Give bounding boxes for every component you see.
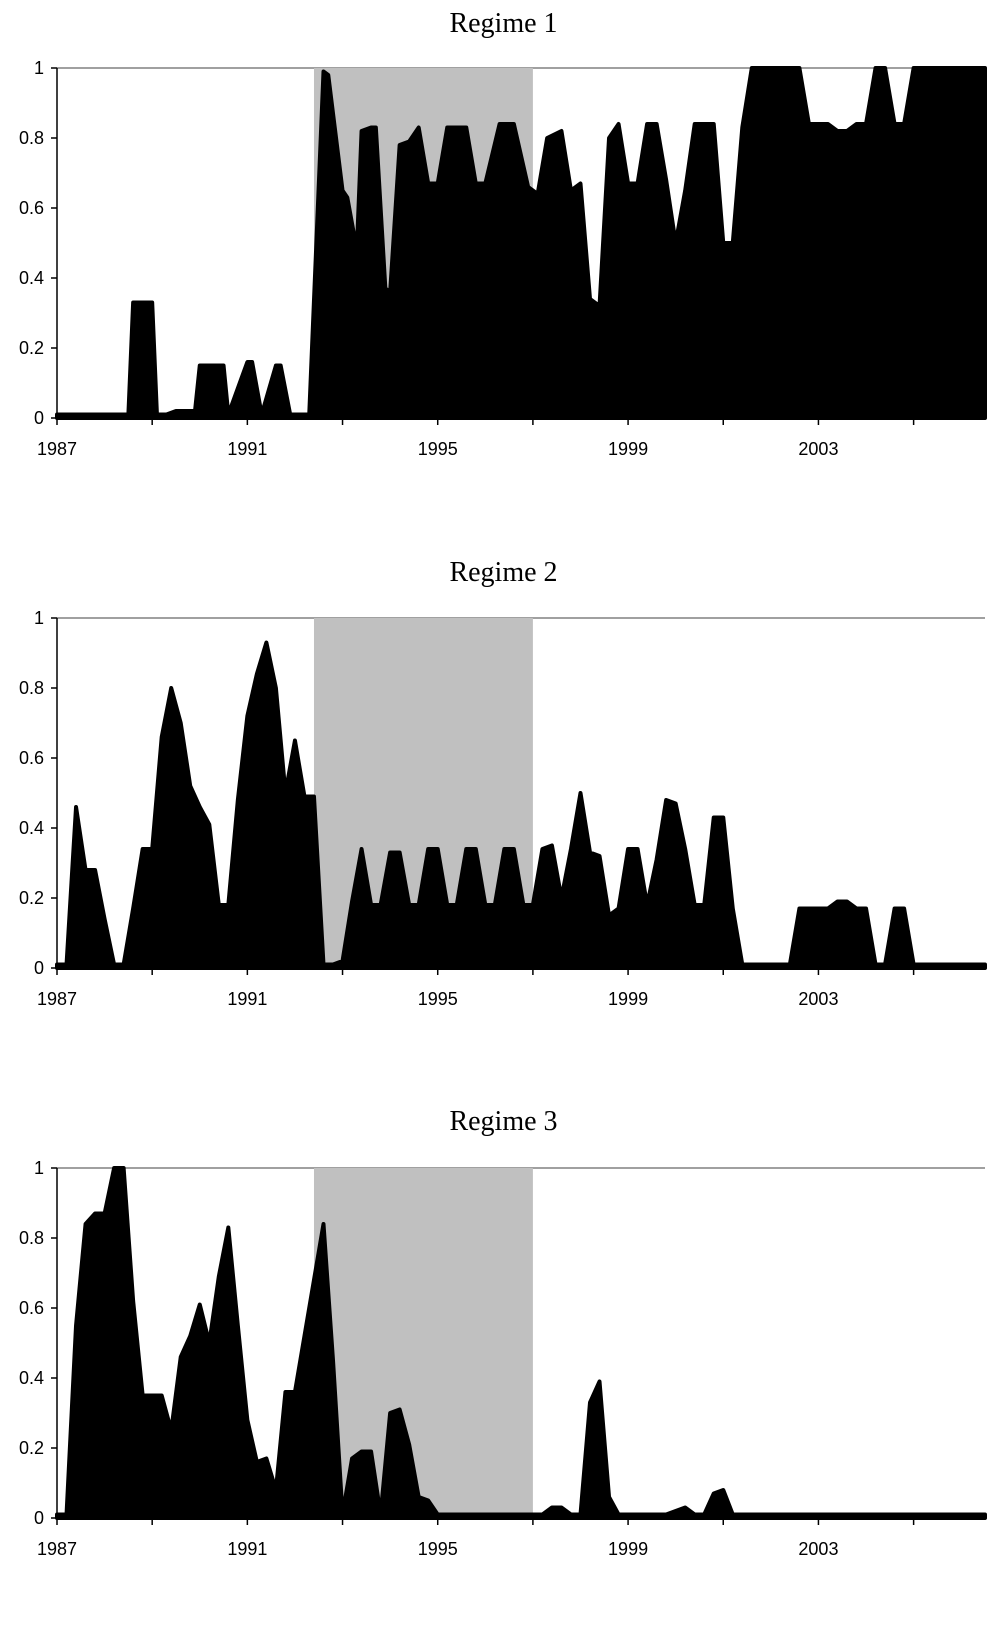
- probability-area: [55, 66, 987, 420]
- regime-2-plot: 0 0.2 0.4 0.6 0.8 1 1987 1991 1995 1999 2003: [19, 608, 987, 1009]
- shaded-region: [313, 1168, 533, 1518]
- x-tick-label: 1995: [418, 439, 458, 459]
- x-tick-label: 1995: [418, 989, 458, 1009]
- y-tick-label: 0: [34, 408, 44, 428]
- regime-3-plot: 0 0.2 0.4 0.6 0.8 1 1987 1991 1995 1999 2003: [19, 1158, 987, 1559]
- x-tick-label: 2003: [798, 439, 838, 459]
- x-tick-label: 1999: [608, 1539, 648, 1559]
- y-tick-label: 1: [34, 1158, 44, 1178]
- probability-area: [55, 1166, 987, 1520]
- probability-area: [55, 640, 987, 970]
- y-tick-label: 0.4: [19, 1368, 44, 1388]
- x-tick-label: 1987: [37, 989, 77, 1009]
- y-tick-label: 0.8: [19, 678, 44, 698]
- y-tick-label: 0.4: [19, 818, 44, 838]
- y-tick-label: 0.8: [19, 1228, 44, 1248]
- x-tick-label: 1991: [227, 989, 267, 1009]
- y-tick-label: 0.2: [19, 1438, 44, 1458]
- x-tick-label: 1995: [418, 1539, 458, 1559]
- chart-title: Regime 2: [449, 557, 558, 588]
- y-tick-label: 0.6: [19, 1298, 44, 1318]
- x-tick-label: 1987: [37, 1539, 77, 1559]
- regime-1-plot: 0 0.2 0.4 0.6 0.8 1 1987 1991 1995 1999 2003: [19, 58, 987, 459]
- x-tick-label: 1999: [608, 439, 648, 459]
- x-tick-label: 1999: [608, 989, 648, 1009]
- x-tick-label: 1987: [37, 439, 77, 459]
- y-tick-label: 0.4: [19, 268, 44, 288]
- y-tick-label: 0.6: [19, 748, 44, 768]
- y-tick-label: 1: [34, 58, 44, 78]
- y-tick-label: 1: [34, 608, 44, 628]
- y-tick-label: 0.2: [19, 338, 44, 358]
- y-tick-label: 0: [34, 1508, 44, 1528]
- y-tick-label: 0.8: [19, 128, 44, 148]
- chart-title: Regime 3: [449, 1106, 558, 1137]
- y-tick-label: 0.2: [19, 888, 44, 908]
- x-tick-label: 2003: [798, 989, 838, 1009]
- y-tick-label: 0: [34, 958, 44, 978]
- x-tick-label: 2003: [798, 1539, 838, 1559]
- x-tick-label: 1991: [227, 1539, 267, 1559]
- y-tick-label: 0.6: [19, 198, 44, 218]
- x-tick-label: 1991: [227, 439, 267, 459]
- chart-title: Regime 1: [449, 8, 558, 39]
